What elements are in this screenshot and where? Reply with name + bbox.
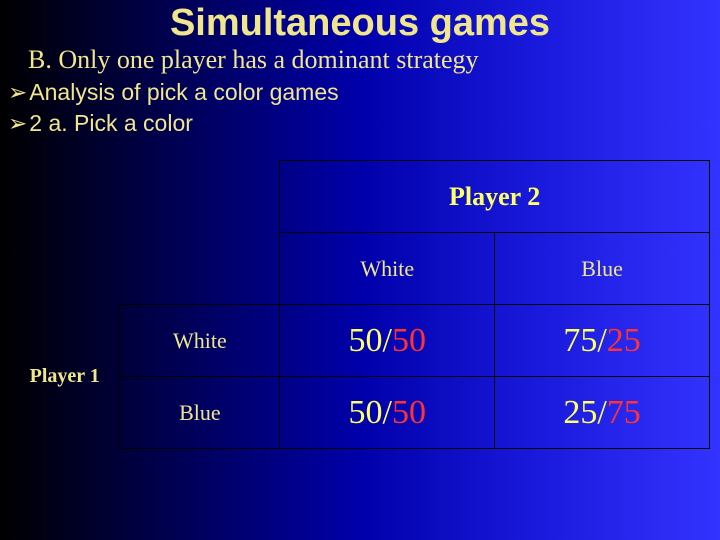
player1-header: Player 1 — [10, 305, 120, 449]
payoff-table-container: Player 2 White Blue Player 1 White 50/50… — [10, 160, 710, 449]
col-header-blue: Blue — [495, 233, 710, 305]
row-header-white: White — [120, 305, 280, 377]
player2-header: Player 2 — [280, 161, 710, 233]
empty-cell — [10, 233, 120, 305]
payoff-slash: / — [597, 322, 606, 359]
bullet-2-text: 2 a. Pick a color — [29, 110, 193, 136]
p2-payoff: 50 — [392, 322, 426, 359]
bullet-1: ➢Analysis of pick a color games — [0, 79, 720, 106]
payoff-slash: / — [382, 322, 391, 359]
slide-subtitle: B. Only one player has a dominant strate… — [0, 45, 720, 75]
payoff-slash: / — [597, 394, 606, 431]
p1-payoff: 50 — [348, 322, 382, 359]
bullet-1-text: Analysis of pick a color games — [29, 79, 338, 105]
p2-payoff: 25 — [607, 322, 641, 359]
p2-payoff: 50 — [392, 394, 426, 431]
empty-cell — [120, 161, 280, 233]
p1-payoff: 75 — [563, 322, 597, 359]
payoff-cell-1-1: 25/75 — [495, 377, 710, 449]
payoff-cell-1-0: 50/50 — [280, 377, 495, 449]
bullet-arrow-icon: ➢ — [8, 110, 27, 136]
row-header-blue: Blue — [120, 377, 280, 449]
payoff-cell-0-0: 50/50 — [280, 305, 495, 377]
p2-payoff: 75 — [607, 394, 641, 431]
empty-cell — [10, 161, 120, 233]
bullet-2: ➢2 a. Pick a color — [0, 110, 720, 137]
payoff-slash: / — [382, 394, 391, 431]
bullet-arrow-icon: ➢ — [8, 79, 27, 105]
payoff-table: Player 2 White Blue Player 1 White 50/50… — [10, 160, 710, 449]
col-header-white: White — [280, 233, 495, 305]
p1-payoff: 25 — [563, 394, 597, 431]
payoff-cell-0-1: 75/25 — [495, 305, 710, 377]
p1-payoff: 50 — [348, 394, 382, 431]
empty-cell — [120, 233, 280, 305]
slide-title: Simultaneous games — [0, 0, 720, 45]
